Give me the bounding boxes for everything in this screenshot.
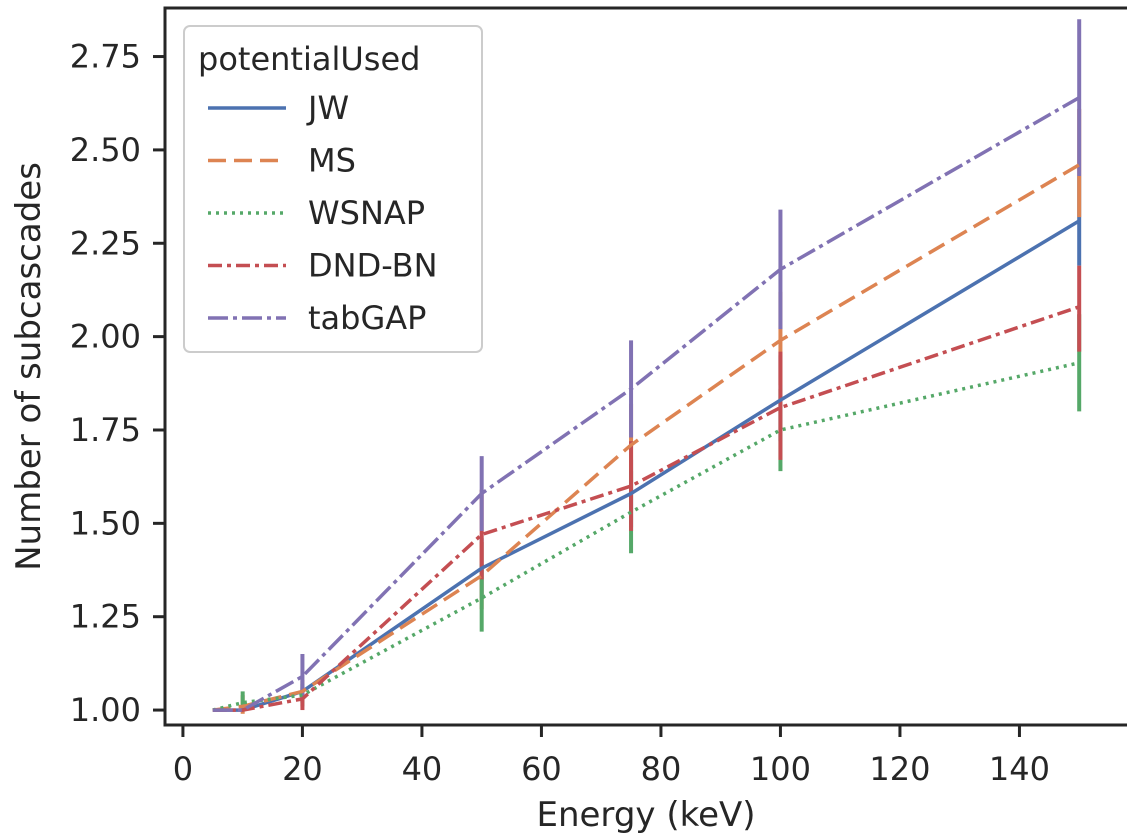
series-lines [212, 96, 1081, 712]
legend-label-dnd-bn: DND-BN [308, 247, 438, 285]
legend: potentialUsed JW MS WSNAP DND-BN tabGAP [183, 25, 483, 353]
x-tick-label: 120 [869, 750, 930, 788]
plot-frame [163, 6, 1127, 727]
legend-label-ms: MS [308, 142, 356, 180]
y-tick-label: 2.25 [70, 224, 141, 262]
axes: 0 20 40 60 80 100 120 140 1.00 1.25 1.50 1.75 2.00 2.… [70, 38, 1050, 788]
x-tick-label: 60 [521, 750, 562, 788]
x-tick-label: 40 [402, 750, 443, 788]
x-tick-label: 80 [641, 750, 682, 788]
legend-label-wsnap: WSNAP [308, 194, 425, 232]
series-line-tabgap [212, 96, 1081, 712]
y-axis-label: Number of subcascades [9, 162, 49, 571]
legend-items: JW MS WSNAP DND-BN tabGAP [208, 89, 438, 337]
legend-label-tabgap: tabGAP [308, 299, 426, 337]
x-tick-label: 140 [989, 750, 1050, 788]
x-tick-label: 20 [282, 750, 323, 788]
series-line-dnd-bn [212, 305, 1080, 712]
legend-label-jw: JW [306, 89, 349, 127]
x-tick-label: 0 [173, 750, 193, 788]
series-line-ms [212, 163, 1081, 712]
y-tick-label: 2.75 [70, 38, 141, 76]
legend-title: potentialUsed [198, 40, 420, 78]
y-tick-label: 1.25 [70, 598, 141, 636]
y-tick-label: 2.00 [70, 318, 141, 356]
y-tick-label: 2.50 [70, 131, 141, 169]
x-tick-label: 100 [750, 750, 811, 788]
y-tick-label: 1.00 [70, 691, 141, 729]
x-axis-label: Energy (keV) [536, 795, 755, 835]
y-tick-label: 1.75 [70, 411, 141, 449]
series-line-wsnap [212, 361, 1080, 712]
y-tick-label: 1.50 [70, 504, 141, 542]
